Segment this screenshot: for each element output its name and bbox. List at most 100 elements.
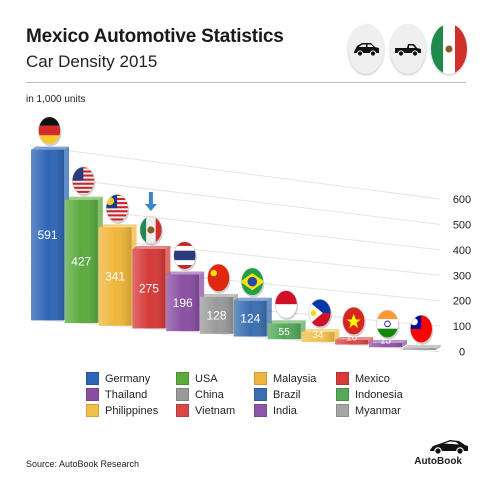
bar-china: 128 [200,293,238,334]
bar-shine [402,347,436,350]
bar-brazil: 124 [233,297,272,337]
bar-shine [64,199,98,324]
legend-swatch [336,404,349,417]
legend-swatch [86,372,99,385]
brand-name: AutoBook [414,456,462,467]
gridline [29,174,441,225]
china-flag-icon [207,263,231,294]
unit-note: in 1,000 units [26,94,86,105]
bar-value-label: 128 [206,308,226,322]
legend-item-germany: Germany [86,372,150,385]
legend-item-myanmar: Myanmar [336,404,401,417]
legend-item-india: India [254,404,297,417]
bar-chart: 591 427 341 275 196 128 124 55 34 16 15 7 0 100 200 30… [29,116,471,359]
bar-india: 15 [369,335,407,348]
germany-flag-icon [38,116,62,147]
legend-swatch [254,388,267,401]
bar-top [200,293,238,297]
myanmar-flag-icon [409,314,434,345]
bar-value-label: 275 [139,282,159,296]
bar-shine [98,227,132,326]
legend-label: Philippines [105,404,159,417]
bar-top [267,320,306,324]
legend-label: Germany [105,372,151,385]
bar-shine [335,339,369,345]
gridline [29,145,441,200]
indonesia-flag-icon [274,290,299,321]
legend-swatch [254,372,267,385]
legend-label: Indonesia [355,388,403,401]
header-divider [26,82,466,83]
legend-item-usa: USA [176,372,218,385]
legend-label: Vietnam [195,404,236,417]
legend-item-indonesia: Indonesia [336,388,403,401]
legend-item-mexico: Mexico [336,372,390,385]
malaysia-flag-icon [105,194,130,224]
legend-swatch [336,372,349,385]
legend-item-vietnam: Vietnam [176,404,235,417]
bar-mexico: 275 [132,245,171,329]
legend-item-brazil: Brazil [254,388,301,401]
legend-swatch [86,404,99,417]
page-subtitle: Car Density 2015 [26,52,158,71]
y-tick-label: 400 [453,245,471,257]
bar-top [335,336,374,340]
legend-label: Brazil [273,388,301,401]
bar-value-label: 124 [240,312,260,326]
india-flag-icon [376,309,400,340]
y-tick-label: 200 [453,296,471,308]
bar-shine [301,332,335,342]
philippines-flag-icon [308,299,332,329]
bar-top [369,339,407,343]
legend-swatch [336,388,349,401]
legend-label: Mexico [355,372,390,385]
bar-value-label: 15 [380,335,392,346]
highlight-arrow-icon [144,191,157,211]
bar-top [301,329,340,333]
legend-item-thailand: Thailand [86,388,147,401]
bar-top [233,297,272,301]
car-sedan-icon [348,24,384,74]
y-tick-label: 500 [453,219,471,231]
bar-top [166,271,205,275]
y-tick-label: 600 [453,194,471,206]
bar-value-label: 196 [173,296,193,310]
bar-usa: 427 [64,196,103,324]
mexico-flag-icon [431,24,467,74]
car-pickup-icon [390,24,426,74]
page-title: Mexico Automotive Statistics [26,26,284,47]
bar-value-label: 427 [71,254,91,268]
sports-car-logo-icon [428,436,470,461]
bar-myanmar: 7 [402,338,441,350]
legend-swatch [176,372,189,385]
vietnam-flag-icon [342,306,366,337]
bar-shine [200,296,233,334]
y-tick-label: 300 [453,270,471,282]
legend-swatch [176,404,189,417]
bar-value-label: 7 [417,338,423,349]
bar-shine [31,149,64,321]
bar-shine [132,248,166,329]
bar-value-label: 591 [37,228,57,242]
bar-thailand: 196 [166,271,205,332]
usa-flag-icon [72,166,96,197]
bar-value-label: 16 [346,333,358,344]
legend-label: Myanmar [355,404,401,417]
bar-value-label: 341 [105,269,125,283]
y-tick-label: 0 [459,347,465,359]
bar-value-label: 34 [312,330,324,341]
legend-swatch [176,388,189,401]
bar-top [31,146,69,150]
legend-label: China [195,388,224,401]
legend-item-malaysia: Malaysia [254,372,316,385]
bar-philippines: 34 [301,329,340,342]
bar-malaysia: 341 [98,224,137,326]
legend-label: Thailand [105,388,148,401]
legend-label: India [273,404,297,417]
bar-value-label: 55 [279,327,291,338]
bar-side [402,339,407,348]
legend-item-china: China [176,388,224,401]
bar-shine [267,323,301,340]
legend-swatch [86,388,99,401]
bar-shine [369,342,402,348]
